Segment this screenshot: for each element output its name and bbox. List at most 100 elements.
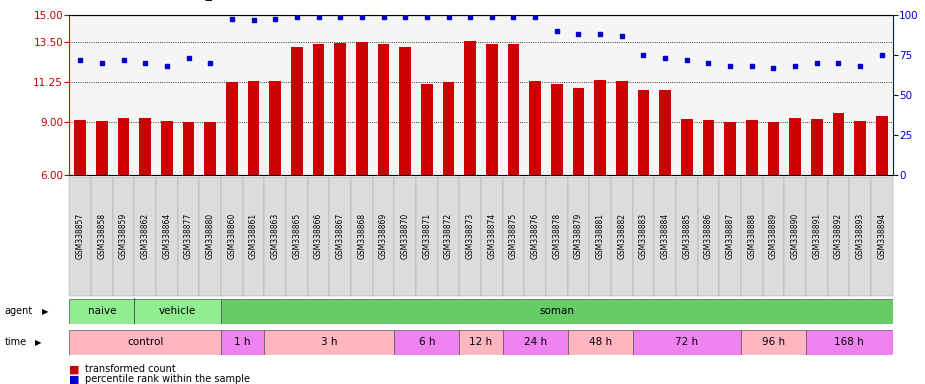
Text: control: control [127, 337, 164, 347]
Text: GSM338877: GSM338877 [184, 213, 193, 259]
Text: GSM338873: GSM338873 [465, 213, 475, 259]
Bar [400, 47, 411, 175]
Bar [551, 84, 562, 175]
Bar [308, 177, 329, 296]
Text: GSM338880: GSM338880 [205, 213, 215, 259]
Text: GSM338885: GSM338885 [683, 213, 691, 259]
Bar [676, 177, 697, 296]
Bar [161, 121, 173, 175]
Text: 3 h: 3 h [321, 337, 338, 347]
Bar [69, 329, 221, 355]
Text: GSM338887: GSM338887 [725, 213, 734, 259]
Bar [464, 41, 476, 175]
Bar [871, 177, 893, 296]
Bar [806, 177, 828, 296]
Bar [394, 177, 416, 296]
Bar [460, 329, 502, 355]
Bar [573, 88, 585, 175]
Text: GSM338865: GSM338865 [292, 213, 302, 259]
Bar [568, 329, 633, 355]
Bar [221, 177, 242, 296]
Text: GSM338868: GSM338868 [357, 213, 366, 259]
Text: 24 h: 24 h [524, 337, 547, 347]
Text: GSM338889: GSM338889 [769, 213, 778, 259]
Text: ■: ■ [69, 374, 80, 384]
Text: GSM338879: GSM338879 [574, 213, 583, 259]
Text: GSM338858: GSM338858 [97, 213, 106, 259]
Bar [134, 299, 221, 324]
Text: GSM338884: GSM338884 [660, 213, 670, 259]
Bar [876, 116, 888, 175]
Bar [178, 177, 200, 296]
Text: GSM338882: GSM338882 [617, 213, 626, 259]
Text: GSM338876: GSM338876 [531, 213, 539, 259]
Bar [546, 177, 568, 296]
Bar [182, 122, 194, 175]
Bar [442, 82, 454, 175]
Bar [356, 42, 368, 175]
Text: agent: agent [5, 306, 33, 316]
Bar [416, 177, 438, 296]
Bar [290, 47, 302, 175]
Text: GSM338869: GSM338869 [379, 213, 388, 259]
Text: 12 h: 12 h [469, 337, 492, 347]
Bar [486, 44, 498, 175]
Bar [351, 177, 373, 296]
Text: 1 h: 1 h [234, 337, 251, 347]
Text: GSM338886: GSM338886 [704, 213, 713, 259]
Text: GSM338891: GSM338891 [812, 213, 821, 259]
Text: GSM338857: GSM338857 [76, 213, 85, 259]
Bar [746, 120, 758, 175]
Bar [784, 177, 806, 296]
Text: GSM338861: GSM338861 [249, 213, 258, 259]
Bar [654, 177, 676, 296]
Text: soman: soman [539, 306, 574, 316]
Bar [832, 113, 845, 175]
Bar [313, 44, 325, 175]
Bar [91, 177, 113, 296]
Text: GSM338862: GSM338862 [141, 213, 150, 259]
Bar [702, 120, 714, 175]
Bar [269, 81, 281, 175]
Text: GSM338878: GSM338878 [552, 213, 561, 259]
Text: transformed count: transformed count [85, 364, 176, 374]
Text: ■: ■ [69, 364, 80, 374]
Bar [768, 122, 780, 175]
Text: time: time [5, 337, 27, 347]
Bar [789, 118, 801, 175]
Text: GSM338883: GSM338883 [639, 213, 648, 259]
Bar [334, 43, 346, 175]
Text: GSM338893: GSM338893 [856, 213, 865, 259]
Bar [200, 177, 221, 296]
Bar [589, 177, 611, 296]
Text: GSM338875: GSM338875 [509, 213, 518, 259]
Bar [594, 80, 606, 175]
Bar [633, 329, 741, 355]
Bar [637, 90, 649, 175]
Bar [854, 121, 866, 175]
Bar [720, 177, 741, 296]
Bar [265, 177, 286, 296]
Bar [481, 177, 502, 296]
Text: GSM338881: GSM338881 [596, 213, 605, 259]
Text: GSM338888: GSM338888 [747, 213, 757, 259]
Bar [329, 177, 351, 296]
Text: GSM338892: GSM338892 [834, 213, 843, 259]
Text: GSM338871: GSM338871 [423, 213, 431, 259]
Bar [616, 81, 628, 175]
Bar [660, 90, 672, 175]
Bar [74, 120, 86, 175]
Bar [204, 122, 216, 175]
Bar [724, 122, 736, 175]
Bar [221, 329, 265, 355]
Bar [373, 177, 394, 296]
Text: GSM338867: GSM338867 [336, 213, 345, 259]
Bar [460, 177, 481, 296]
Bar [394, 329, 460, 355]
Text: GSM338872: GSM338872 [444, 213, 453, 259]
Bar [69, 177, 91, 296]
Text: ▶: ▶ [35, 338, 42, 347]
Bar [529, 81, 541, 175]
Text: GSM338866: GSM338866 [314, 213, 323, 259]
Text: GSM338864: GSM338864 [163, 213, 171, 259]
